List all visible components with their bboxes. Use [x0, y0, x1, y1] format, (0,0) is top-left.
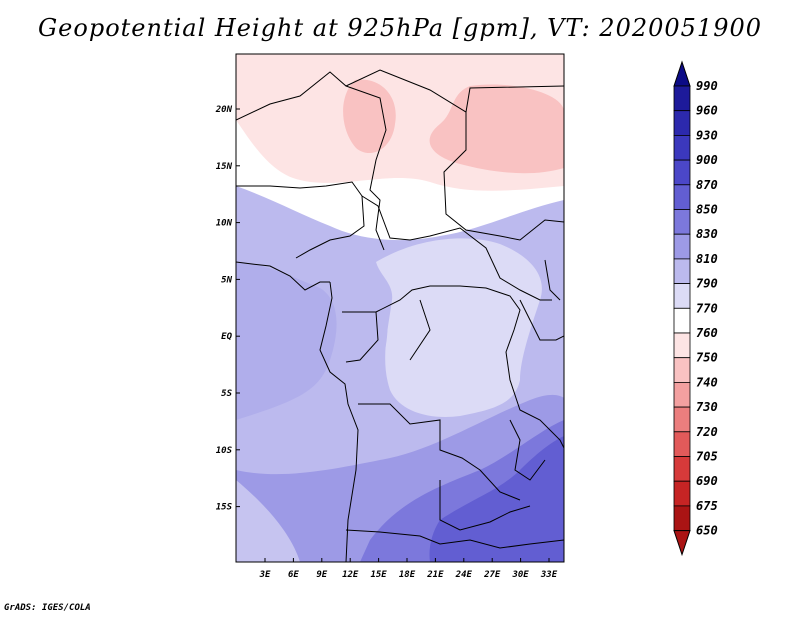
colorbar-swatch [673, 357, 691, 383]
colorbar-label: 870 [696, 178, 718, 192]
colorbar-label: 830 [696, 227, 718, 241]
colorbar-label: 690 [696, 474, 718, 488]
colorbar-label: 930 [696, 128, 718, 142]
colorbar-swatch [673, 209, 691, 235]
lat-label: 10S [216, 446, 233, 456]
lon-label: 12E [342, 570, 359, 580]
colorbar-label: 760 [696, 326, 718, 340]
lon-label: 3E [259, 570, 271, 580]
colorbar-label: 650 [696, 524, 718, 538]
lon-label: 18E [399, 570, 416, 580]
colorbar-swatch [673, 431, 691, 457]
colorbar-swatch [673, 134, 691, 161]
lat-label: 5S [221, 389, 232, 399]
colorbar-swatch [673, 110, 691, 136]
colorbar-label: 850 [696, 203, 718, 217]
colorbar-swatch [673, 184, 691, 210]
colorbar-swatch [673, 85, 691, 112]
latitude-axis: 20N 15N 10N 5N EQ 5S 10S 15S [215, 105, 240, 513]
colorbar-top-arrow [673, 60, 691, 87]
colorbar-swatch [673, 258, 691, 284]
country-borders [236, 69, 564, 562]
colorbar-label: 750 [696, 351, 718, 365]
longitude-axis: 3E 6E 9E 12E 15E 18E 21E 24E 27E 30E 33E [259, 558, 558, 580]
lon-label: 27E [483, 570, 501, 580]
colorbar-swatch [673, 480, 691, 507]
colorbar-bottom-arrow [673, 530, 691, 557]
lat-label: EQ [221, 332, 232, 342]
colorbar-label: 810 [696, 252, 718, 266]
map-title: Geopotential Height at 925hPa [gpm], VT:… [38, 14, 762, 42]
map-frame [235, 53, 565, 563]
lat-label: 20N [215, 105, 233, 115]
colorbar-label: 900 [696, 153, 718, 167]
lon-label: 6E [288, 570, 299, 580]
lon-label: 24E [455, 570, 473, 580]
lat-label: 15S [216, 503, 233, 513]
lon-label: 33E [540, 570, 558, 580]
grads-credit: GrADS: IGES/COLA [4, 603, 91, 613]
colorbar-label: 730 [696, 400, 718, 414]
lon-label: 15E [370, 570, 387, 580]
colorbar: 990 960 930 900 870 850 830 810 790 770 760 750 740 7… [673, 60, 718, 557]
colorbar-swatch [673, 233, 691, 260]
colorbar-label: 720 [696, 425, 718, 439]
lon-label: 30E [511, 570, 529, 580]
lon-label: 21E [426, 570, 444, 580]
colorbar-label: 960 [696, 104, 718, 118]
colorbar-swatch [673, 283, 691, 309]
colorbar-swatch [673, 456, 691, 482]
colorbar-swatch [673, 505, 691, 531]
height-field [236, 54, 564, 562]
lat-label: 10N [216, 219, 233, 229]
colorbar-label: 675 [696, 499, 718, 513]
colorbar-label: 705 [696, 450, 718, 464]
colorbar-label: 990 [696, 79, 718, 93]
colorbar-swatch [673, 381, 691, 408]
lat-label: 5N [221, 275, 232, 285]
colorbar-label: 790 [696, 277, 718, 291]
colorbar-label: 770 [696, 301, 718, 315]
colorbar-swatch [673, 406, 691, 433]
colorbar-swatch [673, 332, 691, 359]
colorbar-label: 740 [696, 375, 718, 389]
lon-label: 9E [316, 570, 327, 580]
lat-label: 15N [216, 162, 233, 172]
colorbar-swatch [673, 307, 691, 334]
colorbar-swatch [673, 159, 691, 186]
